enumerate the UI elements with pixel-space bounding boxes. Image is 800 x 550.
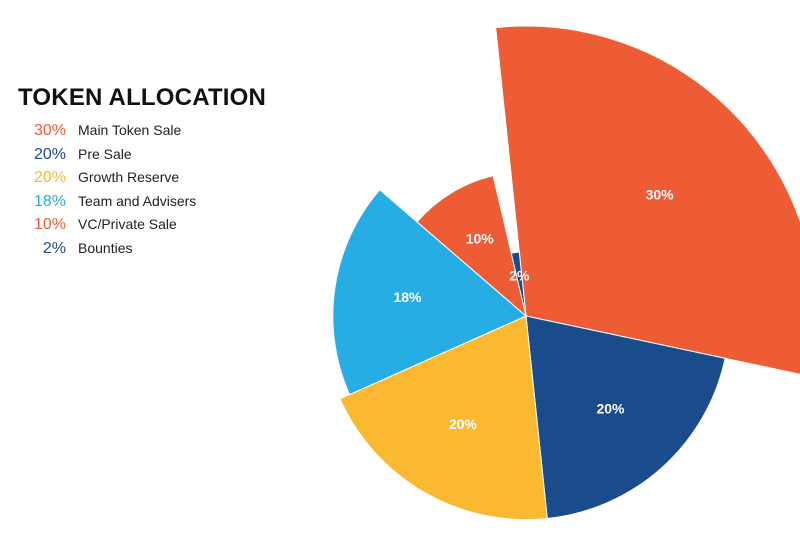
legend-item: 2% Bounties — [18, 240, 266, 264]
slice-data-label: 20% — [449, 416, 478, 432]
chart-slice-labels: 30% 20% 20% 18% 10% 2% — [393, 186, 674, 432]
legend-label: Main Token Sale — [78, 122, 182, 138]
legend-item: 20% Growth Reserve — [18, 169, 266, 193]
legend-item: 18% Team and Advisers — [18, 193, 266, 217]
pie-slice — [495, 25, 800, 375]
pie-slice — [339, 315, 548, 521]
chart-title: TOKEN ALLOCATION — [18, 84, 267, 111]
legend-label: VC/Private Sale — [78, 216, 177, 232]
chart-slices — [332, 25, 800, 521]
slice-data-label: 10% — [466, 230, 495, 246]
slice-data-label: 2% — [509, 267, 530, 283]
legend-label: Pre Sale — [78, 145, 132, 162]
pie-slice — [525, 315, 726, 520]
legend-item: 10% VC/Private Sale — [18, 216, 266, 240]
slice-data-label: 18% — [393, 289, 422, 305]
pie-slice — [416, 175, 527, 318]
chart-legend: TOKEN ALLOCATION 30% Main Token Sale 20% Pr… — [18, 84, 266, 263]
legend-percent: 20% — [33, 145, 66, 163]
slice-data-label: 20% — [596, 401, 625, 417]
legend-list: 30% Main Token Sale 20% Pre Sale 20% Growth R… — [18, 122, 266, 263]
legend-percent: 18% — [33, 192, 66, 210]
legend-percent: 10% — [33, 216, 66, 233]
legend-label: Team and Advisers — [78, 192, 197, 209]
legend-item: 30% Main Token Sale — [18, 122, 266, 146]
legend-percent: 20% — [33, 169, 66, 186]
pie-slice — [510, 251, 527, 317]
legend-percent: 2% — [42, 239, 66, 257]
legend-label: Growth Reserve — [78, 169, 180, 185]
legend-label: Bounties — [78, 239, 133, 256]
legend-item: 20% Pre Sale — [18, 146, 266, 170]
legend-percent: 30% — [33, 122, 66, 139]
slice-data-label: 30% — [646, 186, 675, 202]
pie-slice — [332, 189, 527, 396]
